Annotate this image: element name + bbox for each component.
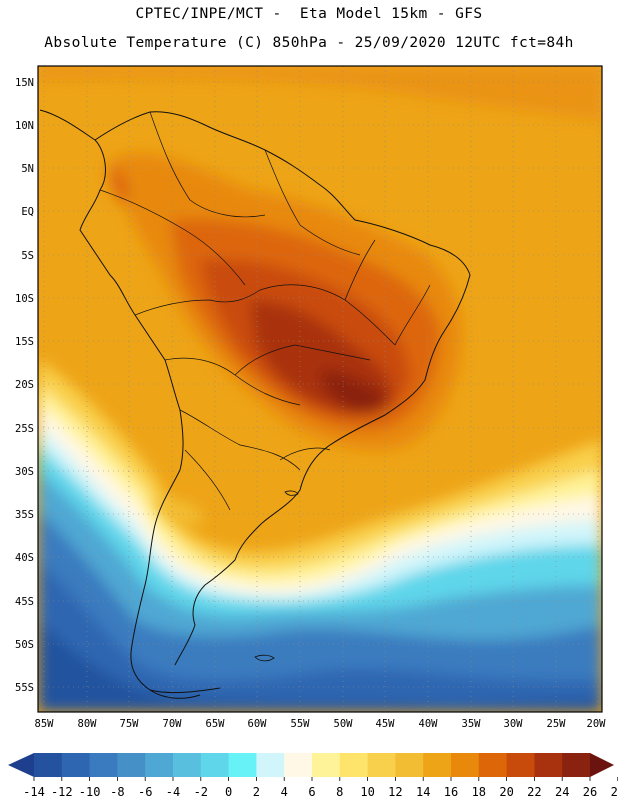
lon-label: 60W	[248, 718, 268, 730]
colorbar-swatch	[339, 753, 369, 777]
lat-label: 25S	[15, 423, 34, 435]
colorbar-swatch	[89, 753, 118, 777]
colorbar-swatch	[395, 753, 424, 777]
lat-label: 20S	[15, 379, 34, 391]
colorbar-swatch	[367, 753, 396, 777]
lat-label: 5N	[21, 163, 34, 175]
colorbar-tick-label: 26	[583, 785, 597, 799]
lon-label: 65W	[206, 718, 226, 730]
colorbar-swatch	[173, 753, 202, 777]
colorbar-ticks: -14 -12 -10 -8 -6 -4 -2 0 2 4 6 8 10 12 14 16 18 20 22 24 26…	[23, 777, 618, 799]
lat-label: 15N	[15, 77, 34, 89]
lon-label: 80W	[78, 718, 98, 730]
colorbar-swatch	[284, 753, 313, 777]
colorbar-tick-label: 20	[499, 785, 513, 799]
colorbar-tick-label: -2	[194, 785, 208, 799]
colorbar-swatch	[451, 753, 480, 777]
lon-label: 30W	[504, 718, 524, 730]
lat-label: 10N	[15, 120, 34, 132]
colorbar-swatches	[8, 753, 614, 777]
colorbar-low-arrow	[8, 753, 34, 777]
colorbar-tick-label: 2	[253, 785, 260, 799]
map-border	[37, 65, 603, 713]
colorbar-swatch	[534, 753, 563, 777]
lat-label: 55S	[15, 682, 34, 694]
lat-label: 50S	[15, 639, 34, 651]
lon-label: 55W	[291, 718, 311, 730]
colorbar-swatch	[256, 753, 285, 777]
colorbar-swatch	[228, 753, 257, 777]
colorbar-tick-label: -6	[138, 785, 152, 799]
temperature-field	[38, 66, 602, 712]
country-borders	[99, 111, 431, 511]
colorbar-tick-label: -4	[166, 785, 180, 799]
lat-label: 45S	[15, 596, 34, 608]
longitude-labels: 85W 80W 75W 70W 65W 60W 55W 50W 45W 40W …	[35, 718, 607, 730]
colorbar-swatch	[423, 753, 452, 777]
colorbar-tick-label: 8	[336, 785, 343, 799]
colorbar-swatch	[562, 753, 591, 777]
lon-label: 50W	[334, 718, 354, 730]
lat-label: EQ	[21, 206, 34, 218]
colorbar-tick-label: 4	[281, 785, 288, 799]
lat-label: 30S	[15, 466, 34, 478]
colorbar-tick-label: 14	[416, 785, 430, 799]
colorbar-tick-label: -12	[51, 785, 73, 799]
colorbar-high-arrow	[590, 753, 614, 777]
latitude-labels: 15N 10N 5N EQ 5S 10S 15S 20S 25S 30S 35S…	[15, 77, 34, 694]
lon-label: 40W	[419, 718, 439, 730]
colorbar-swatch	[506, 753, 535, 777]
graticule	[38, 66, 602, 712]
colorbar-tick-label: 12	[388, 785, 402, 799]
lon-label: 45W	[376, 718, 396, 730]
colorbar-swatch	[34, 753, 63, 777]
falkland-islands	[254, 654, 275, 662]
colorbar-swatch	[145, 753, 174, 777]
colorbar-tick-label: -10	[79, 785, 101, 799]
lon-label: 35W	[462, 718, 482, 730]
lon-label: 25W	[547, 718, 567, 730]
colorbar-tick-label: 0	[225, 785, 232, 799]
colorbar-tick-label: 28	[611, 785, 618, 799]
lon-label: 20W	[587, 718, 607, 730]
colorbar-tick-label: 22	[527, 785, 541, 799]
coastline	[39, 109, 471, 699]
lat-label: 10S	[15, 293, 34, 305]
colorbar: -14 -12 -10 -8 -6 -4 -2 0 2 4 6 8 10 12 14 16 18 20 22 24 26…	[8, 753, 618, 799]
colorbar-tick-label: -8	[110, 785, 124, 799]
lon-label: 75W	[120, 718, 140, 730]
lat-label: 5S	[21, 250, 34, 262]
lon-label: 70W	[163, 718, 183, 730]
chart-title-line2: Absolute Temperature (C) 850hPa - 25/09/…	[44, 35, 574, 51]
lat-label: 40S	[15, 552, 34, 564]
colorbar-tick-label: 16	[444, 785, 458, 799]
chart-title-line1: CPTEC/INPE/MCT - Eta Model 15km - GFS	[135, 6, 483, 22]
lat-label: 15S	[15, 336, 34, 348]
colorbar-tick-label: -14	[23, 785, 45, 799]
colorbar-swatch	[61, 753, 91, 777]
colorbar-tick-label: 18	[472, 785, 486, 799]
lat-label: 35S	[15, 509, 34, 521]
colorbar-tick-label: 6	[308, 785, 315, 799]
colorbar-swatch	[312, 753, 341, 777]
lon-label: 85W	[35, 718, 55, 730]
colorbar-swatch	[478, 753, 508, 777]
colorbar-tick-label: 24	[555, 785, 569, 799]
colorbar-swatch	[200, 753, 230, 777]
lagoon-outline	[284, 490, 299, 496]
colorbar-tick-label: 10	[360, 785, 374, 799]
colorbar-swatch	[117, 753, 146, 777]
